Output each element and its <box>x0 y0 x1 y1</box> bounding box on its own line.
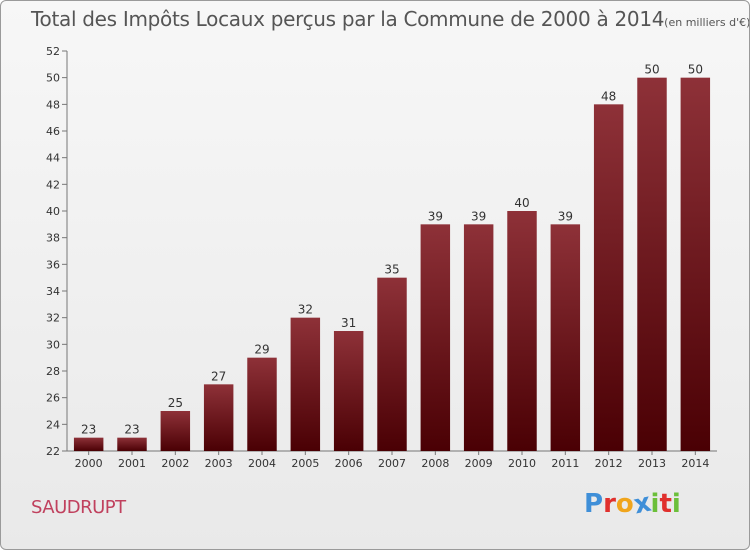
bar-2009 <box>463 224 494 451</box>
value-label-2011: 39 <box>558 209 573 223</box>
brand-letter: i <box>650 489 660 519</box>
value-label-2002: 25 <box>168 396 183 410</box>
x-tick-label-2001: 2001 <box>118 457 146 470</box>
y-tick-label: 44 <box>46 152 60 165</box>
value-label-2004: 29 <box>254 343 269 357</box>
brand-letter: r <box>603 489 616 519</box>
x-tick-label-2005: 2005 <box>291 457 319 470</box>
x-tick-label-2013: 2013 <box>638 457 666 470</box>
bar-2003 <box>203 384 234 451</box>
bar-2005 <box>290 317 321 451</box>
chart-title: Total des Impôts Locaux perçus par la Co… <box>31 7 665 31</box>
value-labels: 23 23 25 27 29 32 31 35 39 39 40 39 48 50 50 <box>81 63 703 437</box>
proxiti-logo[interactable]: Proxiti <box>584 488 681 521</box>
value-label-2007: 35 <box>384 263 399 277</box>
y-tick-label: 52 <box>46 45 60 58</box>
value-label-2001: 23 <box>124 423 139 437</box>
y-tick-label: 38 <box>46 232 60 245</box>
x-tick-label-2012: 2012 <box>595 457 623 470</box>
bars <box>73 77 711 452</box>
y-tick-label: 40 <box>46 205 60 218</box>
value-label-2000: 23 <box>81 423 96 437</box>
y-tick-label: 26 <box>46 392 60 405</box>
y-tick-label: 34 <box>46 285 60 298</box>
x-tick-label-2009: 2009 <box>465 457 493 470</box>
x-tick-label-2011: 2011 <box>551 457 579 470</box>
x-tick-label-2007: 2007 <box>378 457 406 470</box>
x-tick-label-2006: 2006 <box>335 457 363 470</box>
x-tick-label-2010: 2010 <box>508 457 536 470</box>
value-label-2014: 50 <box>688 63 703 77</box>
bar-2008 <box>420 224 451 451</box>
bar-2012 <box>593 104 624 451</box>
brand-letter: i <box>671 489 681 519</box>
x-tick-label-2003: 2003 <box>205 457 233 470</box>
value-label-2013: 50 <box>644 63 659 77</box>
bar-2000 <box>73 437 104 451</box>
value-label-2012: 48 <box>601 89 616 103</box>
bar-2007 <box>377 277 407 451</box>
brand-letter: t <box>659 489 672 519</box>
value-label-2003: 27 <box>211 369 226 383</box>
y-tick-label: 42 <box>46 178 60 191</box>
y-tick-label: 46 <box>46 125 60 138</box>
x-tick-label-2000: 2000 <box>75 457 103 470</box>
brand-letter: P <box>584 489 604 519</box>
value-label-2006: 31 <box>341 316 356 330</box>
bar-2001 <box>117 437 147 451</box>
x-tick-label-2002: 2002 <box>161 457 189 470</box>
unit-label: (en milliers d'€) <box>664 16 750 29</box>
bar-2014 <box>680 77 711 452</box>
commune-name: SAUDRUPT <box>31 497 126 518</box>
y-tick-label: 24 <box>46 418 60 431</box>
bar-2002 <box>160 411 191 451</box>
title-row: Total des Impôts Locaux perçus par la Co… <box>31 7 750 31</box>
value-label-2008: 39 <box>428 209 443 223</box>
y-tick-label: 22 <box>46 445 60 458</box>
y-tick-label: 48 <box>46 98 60 111</box>
y-axis: 22 24 26 28 30 32 34 36 38 40 42 44 46 48 50 52 <box>46 45 68 458</box>
x-axis: 2000 2001 2002 2003 2004 2005 2006 2007 2008 2009… <box>67 450 717 470</box>
x-tick-label-2008: 2008 <box>421 457 449 470</box>
value-label-2010: 40 <box>514 196 529 210</box>
bar-2013 <box>637 77 667 452</box>
brand-letter: o <box>615 489 634 519</box>
y-tick-label: 50 <box>46 72 60 85</box>
bar-2006 <box>333 331 364 451</box>
y-tick-label: 30 <box>46 338 60 351</box>
value-label-2005: 32 <box>298 303 313 317</box>
x-tick-label-2014: 2014 <box>681 457 709 470</box>
y-tick-label: 32 <box>46 312 60 325</box>
x-tick-label-2004: 2004 <box>248 457 276 470</box>
bar-2010 <box>507 211 537 451</box>
value-label-2009: 39 <box>471 209 486 223</box>
y-tick-label: 36 <box>46 258 60 271</box>
y-tick-label: 28 <box>46 365 60 378</box>
bar-2004 <box>247 357 277 451</box>
bar-2011 <box>550 224 581 451</box>
